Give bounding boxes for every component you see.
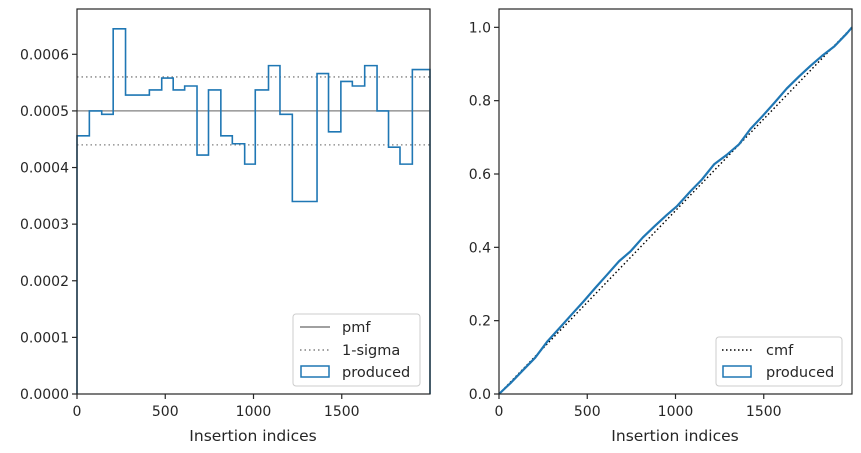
histogram-y-tick-label: 0.0006: [20, 47, 69, 63]
histogram-y-tick-label: 0.0002: [20, 274, 69, 290]
histogram-bin: [197, 155, 208, 394]
cumulative-x-tick-label: 500: [574, 404, 601, 420]
histogram-panel: 0.0000 0.0001 0.0002 0.0003 0.0004 0.0005 0.00…: [20, 8, 431, 445]
cumulative-x-tick-label: 1500: [746, 404, 782, 420]
legend-cmf-label: cmf: [766, 343, 794, 359]
cumulative-x-axis-label: Insertion indices: [611, 427, 738, 445]
cumulative-y-tick-label: 1.0: [469, 20, 491, 36]
cumulative-y-tick-label: 0.2: [469, 314, 491, 330]
legend-produced-label: produced: [342, 365, 410, 381]
histogram-y-tick-label: 0.0001: [20, 330, 69, 346]
produced-step-histogram: [76, 28, 431, 394]
cumulative-y-tick-label: 0.8: [469, 94, 491, 110]
cumulative-x-tick-label: 0: [495, 404, 504, 420]
histogram-bin: [232, 144, 244, 394]
histogram-y-tick-label: 0.0005: [20, 104, 69, 120]
histogram-legend-box: [292, 313, 421, 387]
histogram-bin: [77, 136, 89, 394]
legend-1-sigma-label: 1-sigma: [342, 343, 400, 359]
histogram-y-tick-label: 0.0004: [20, 161, 69, 177]
legend-produced-swatch: [722, 365, 752, 378]
histogram-bin: [113, 29, 125, 394]
cmf-line: [498, 26, 853, 395]
histogram-x-axis-label: Insertion indices: [189, 427, 316, 445]
histogram-bin: [280, 114, 292, 394]
cumulative-y-tick-label: 0.4: [469, 240, 491, 256]
histogram-bin: [102, 114, 113, 394]
histogram-bin: [208, 90, 220, 394]
histogram-bin: [221, 136, 232, 394]
histogram-x-tick-label: 1000: [236, 404, 272, 420]
histogram-bin: [425, 70, 430, 394]
histogram-bin: [185, 86, 197, 394]
histogram-bin: [149, 90, 161, 394]
histogram-y-tick-label: 0.0003: [20, 217, 69, 233]
cumulative-y-tick-label: 0.6: [469, 167, 491, 183]
cumulative-y-tick-label: 0.0: [469, 387, 491, 403]
histogram-bin: [162, 78, 173, 394]
cumulative-x-tick-label: 1000: [658, 404, 694, 420]
histogram-bin: [89, 111, 101, 394]
histogram-x-tick-label: 0: [73, 404, 82, 420]
histogram-legend: pmf 1-sigma produced: [292, 313, 421, 387]
histogram-bin: [126, 95, 138, 394]
histogram-bin: [173, 90, 184, 394]
legend-produced-swatch: [300, 365, 330, 378]
legend-produced-label: produced: [766, 365, 834, 381]
histogram-x-tick-label: 500: [152, 404, 179, 420]
legend-pmf-label: pmf: [342, 320, 371, 336]
histogram-bin: [138, 95, 149, 394]
histogram-y-tick-label: 0.0000: [20, 387, 69, 403]
cumulative-legend: cmf produced: [715, 336, 843, 387]
histogram-bin: [255, 90, 268, 394]
histogram-bin: [245, 164, 256, 394]
cumulative-panel: 0.0 0.2 0.4 0.6 0.8 1.0 0 500 1000 1500 Insertio…: [469, 8, 853, 445]
histogram-bin: [269, 66, 280, 394]
histogram-x-tick-label: 1500: [324, 404, 360, 420]
